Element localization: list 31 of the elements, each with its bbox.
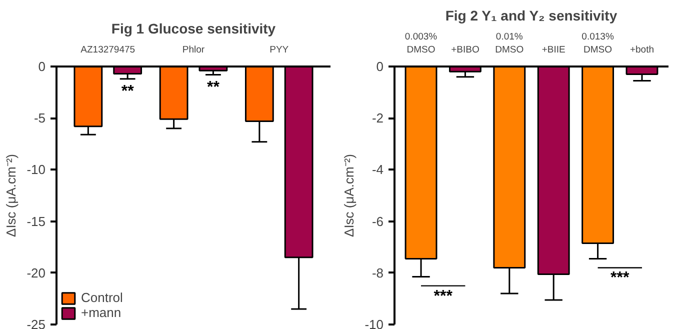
annotation: *** xyxy=(610,270,630,287)
y-tick-label: -10 xyxy=(364,317,384,329)
y-tick-label: 0 xyxy=(376,59,384,74)
x-tick-label: 0.003% DMSO xyxy=(404,31,438,56)
x-tick-label: PYY xyxy=(270,44,290,56)
x-tick-label: +BIIE xyxy=(542,44,566,56)
x-tick-label: 0.01% DMSO xyxy=(495,31,524,56)
y-tick-label: -10 xyxy=(26,162,46,178)
x-tick-label: Phlor xyxy=(182,44,205,56)
legend-label: Control xyxy=(81,290,123,305)
chart-title: Fig 1 Glucose sensitivity xyxy=(111,20,276,36)
y-tick-label: -20 xyxy=(26,265,46,280)
y-tick-label: -4 xyxy=(372,162,384,178)
y-tick-label: -8 xyxy=(372,265,384,280)
legend-label: +mann xyxy=(81,305,122,320)
y-tick-label: -5 xyxy=(34,110,46,126)
annotation: *** xyxy=(434,288,454,305)
y-axis-title: ΔIsc (μA.cm⁻²) xyxy=(4,154,19,237)
y-tick-label: -2 xyxy=(372,110,384,126)
y-tick-label: -25 xyxy=(26,317,46,329)
y-tick-label: -15 xyxy=(26,214,46,229)
y-tick-label: 0 xyxy=(38,59,46,74)
x-tick-label: AZ13279475 xyxy=(80,44,136,56)
y-tick-label: -6 xyxy=(372,214,384,229)
x-tick-label: +both xyxy=(630,44,654,56)
annotation: ** xyxy=(206,78,220,96)
x-tick-label: +BIBO xyxy=(451,44,480,56)
chart-title: Fig 2 Y₁ and Y₂ sensitivity xyxy=(445,8,618,24)
annotation: ** xyxy=(121,82,135,100)
y-axis-title: ΔIsc (μA.cm⁻²) xyxy=(342,154,357,237)
x-tick-label: 0.013% DMSO xyxy=(582,31,614,56)
